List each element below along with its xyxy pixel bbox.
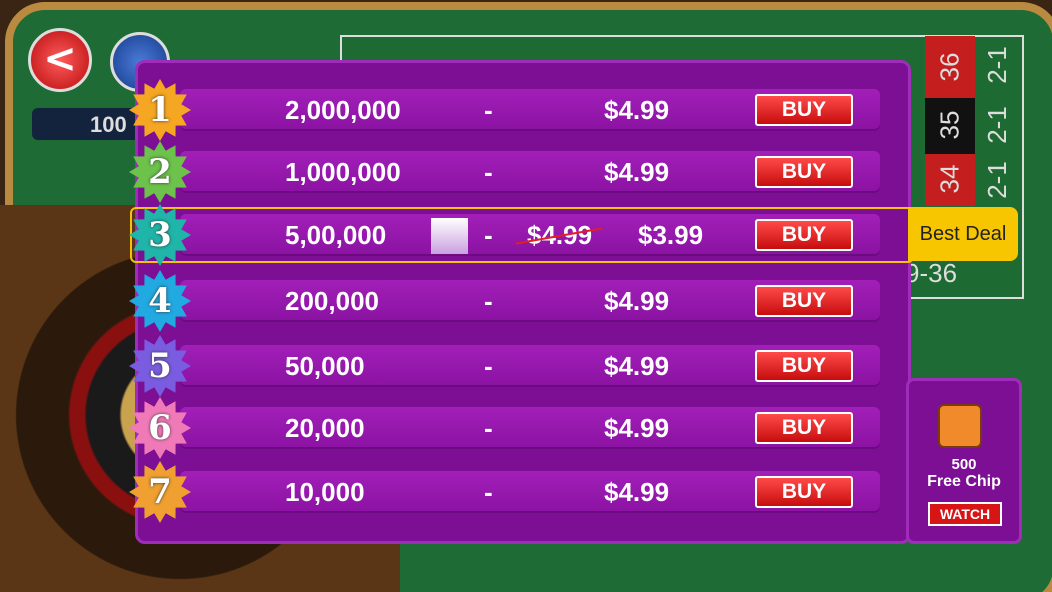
rank: 5 — [148, 346, 172, 386]
price: $4.99 — [604, 286, 670, 316]
rank-badge: 6 — [129, 397, 191, 459]
separator: - — [484, 413, 493, 443]
rank-badge: 4 — [129, 270, 191, 332]
buy-button[interactable]: BUY — [755, 350, 853, 382]
separator: - — [484, 286, 493, 316]
board-number: 35 — [934, 110, 965, 140]
rank-badge: 3 — [129, 204, 191, 266]
price: $3.99 — [638, 220, 704, 250]
board-number: 36 — [934, 52, 965, 82]
offer-label: Free Chip — [927, 473, 1001, 490]
price: $4.99 — [604, 95, 670, 125]
offer-amount: 500 — [951, 456, 977, 473]
rank: 6 — [148, 408, 172, 448]
board-cell — [925, 98, 975, 154]
rank-badge: 5 — [129, 335, 191, 397]
balance-bar — [32, 108, 142, 140]
rank-badge: 1 — [129, 79, 191, 141]
separator: - — [484, 220, 493, 250]
board-column: 2-1 — [981, 46, 1012, 84]
chip-amount: 20,000 — [285, 413, 365, 443]
rank: 1 — [148, 90, 172, 130]
price: $4.99 — [604, 351, 670, 381]
buy-button[interactable]: BUY — [755, 156, 853, 188]
chip-amount: 10,000 — [285, 477, 365, 507]
board-cell — [925, 36, 975, 98]
balance: 100 — [90, 112, 127, 137]
rank: 7 — [148, 472, 172, 512]
price: $4.99 — [604, 157, 670, 187]
buy-button[interactable]: BUY — [755, 219, 853, 251]
camera-icon — [938, 404, 982, 448]
chip-amount: 2,000,000 — [285, 95, 401, 125]
star-shape — [129, 79, 191, 141]
chip-amount: 1,000,000 — [285, 157, 401, 187]
board-cell — [925, 154, 975, 206]
rank: 3 — [148, 215, 172, 255]
rank-badge: 2 — [129, 141, 191, 203]
price: $4.99 — [604, 477, 670, 507]
back-button[interactable]: < — [28, 28, 92, 92]
separator: - — [484, 477, 493, 507]
rank: 2 — [148, 152, 172, 192]
buy-button[interactable]: BUY — [755, 94, 853, 126]
chip-amount: 50,000 — [285, 351, 365, 381]
chip-amount: 5,00,000 — [285, 220, 387, 250]
rank-badge: 7 — [129, 461, 191, 523]
separator: - — [484, 157, 493, 187]
watch-button[interactable]: WATCH — [928, 502, 1002, 526]
buy-button[interactable]: BUY — [755, 412, 853, 444]
star-shape — [129, 461, 191, 523]
buy-button[interactable]: BUY — [755, 476, 853, 508]
star-shape — [129, 397, 191, 459]
best-deal-badge: Best Deal — [908, 207, 1018, 261]
board-column: 2-1 — [981, 106, 1012, 144]
star-shape — [129, 204, 191, 266]
board-column: 2-1 — [981, 161, 1012, 199]
chip-icon — [431, 218, 468, 254]
buy-button[interactable]: BUY — [755, 285, 853, 317]
star-shape — [129, 335, 191, 397]
star-shape — [129, 270, 191, 332]
separator: - — [484, 351, 493, 381]
price: $4.99 — [604, 413, 670, 443]
chip-amount: 200,000 — [285, 286, 379, 316]
board-dozen: 9-36 — [905, 258, 958, 288]
board-number: 34 — [934, 164, 965, 194]
rank: 4 — [148, 281, 172, 321]
separator: - — [484, 95, 493, 125]
star-shape — [129, 141, 191, 203]
